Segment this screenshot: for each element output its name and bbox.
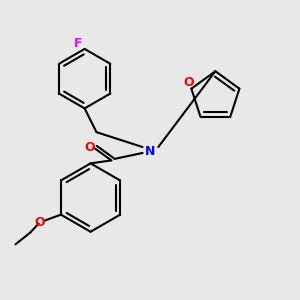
Text: O: O — [183, 76, 194, 89]
Text: N: N — [145, 145, 155, 158]
Text: F: F — [74, 37, 82, 50]
Text: O: O — [84, 140, 95, 154]
Text: O: O — [34, 216, 45, 229]
